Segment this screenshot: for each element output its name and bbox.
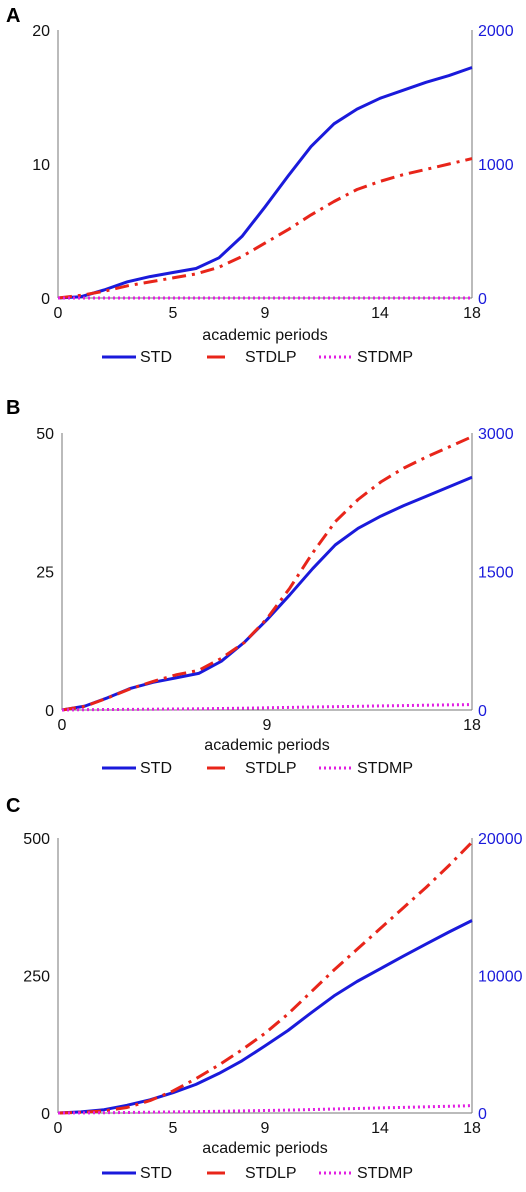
y-left-tick-label: 250 <box>23 969 50 986</box>
x-tick-label: 0 <box>54 1120 63 1137</box>
y-right-tick-label: 10000 <box>478 969 523 986</box>
y-right-tick-label: 3000 <box>478 426 514 443</box>
x-tick-label: 14 <box>371 305 389 322</box>
y-left-tick-label: 0 <box>45 703 54 720</box>
x-tick-label: 18 <box>463 717 481 734</box>
panel-label: B <box>6 397 20 419</box>
series-line-std <box>57 919 473 1115</box>
legend-label: STDMP <box>357 760 413 777</box>
chart-panel-C: C 0 250 500 0 10000 20000 0 5 9 14 18 academic perio… <box>6 795 523 1182</box>
x-tick-label: 18 <box>463 305 481 322</box>
x-tick-label: 14 <box>371 1120 389 1137</box>
legend-item-std: STD <box>102 1165 172 1182</box>
series-line-std <box>57 66 473 300</box>
x-axis-label: academic periods <box>204 737 329 754</box>
legend-item-stdmp: STDMP <box>319 1165 413 1182</box>
y-left-tick-label: 0 <box>41 291 50 308</box>
legend-label: STD <box>140 760 172 777</box>
legend-item-stdlp: STDLP <box>207 760 297 777</box>
legend-item-std: STD <box>102 349 172 366</box>
x-axis-label: academic periods <box>202 327 327 344</box>
y-left-tick-label: 0 <box>41 1106 50 1123</box>
legend-label: STDMP <box>357 1165 413 1182</box>
y-left-tick-label: 20 <box>32 23 50 40</box>
series-line-stdmp <box>61 703 473 712</box>
series-line-stdlp <box>57 157 473 300</box>
series-line-std <box>61 475 473 712</box>
y-right-tick-label: 0 <box>478 291 487 308</box>
panel-label: C <box>6 795 20 817</box>
legend-label: STDLP <box>245 349 297 366</box>
chart-panel-B: B 0 25 50 0 1500 3000 0 9 18 academic periods STD ST… <box>6 397 514 777</box>
y-right-tick-label: 0 <box>478 1106 487 1123</box>
legend-label: STD <box>140 1165 172 1182</box>
x-tick-label: 9 <box>263 717 272 734</box>
legend-item-stdlp: STDLP <box>207 349 297 366</box>
legend-item-stdlp: STDLP <box>207 1165 297 1182</box>
y-left-tick-label: 500 <box>23 831 50 848</box>
legend-item-stdmp: STDMP <box>319 760 413 777</box>
legend-label: STD <box>140 349 172 366</box>
y-left-tick-label: 25 <box>36 565 54 582</box>
x-tick-label: 9 <box>261 305 270 322</box>
x-tick-label: 0 <box>54 305 63 322</box>
chart-panel-A: A 0 10 20 0 1000 2000 0 5 9 14 18 academic periods ST… <box>6 5 514 366</box>
y-left-tick-label: 10 <box>32 157 50 174</box>
y-right-tick-label: 20000 <box>478 831 523 848</box>
y-right-tick-label: 2000 <box>478 23 514 40</box>
legend-label: STDLP <box>245 760 297 777</box>
series-line-stdlp <box>61 435 473 712</box>
x-tick-label: 18 <box>463 1120 481 1137</box>
y-left-tick-label: 50 <box>36 426 54 443</box>
legend-item-std: STD <box>102 760 172 777</box>
legend-label: STDMP <box>357 349 413 366</box>
series-line-stdlp <box>57 841 474 1115</box>
x-tick-label: 9 <box>261 1120 270 1137</box>
x-tick-label: 0 <box>58 717 67 734</box>
x-tick-label: 5 <box>169 1120 178 1137</box>
y-right-tick-label: 0 <box>478 703 487 720</box>
x-tick-label: 5 <box>169 305 178 322</box>
x-axis-label: academic periods <box>202 1140 327 1157</box>
panel-label: A <box>6 5 20 27</box>
y-right-tick-label: 1000 <box>478 157 514 174</box>
legend-item-stdmp: STDMP <box>319 349 413 366</box>
y-right-tick-label: 1500 <box>478 565 514 582</box>
legend-label: STDLP <box>245 1165 297 1182</box>
series-line-stdmp <box>57 1104 473 1115</box>
